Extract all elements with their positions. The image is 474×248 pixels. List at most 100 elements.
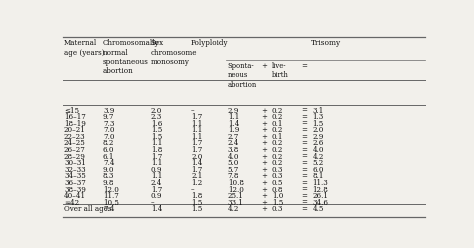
Text: 1.8: 1.8 bbox=[151, 146, 162, 154]
Text: 20–21: 20–21 bbox=[64, 126, 86, 134]
Text: =: = bbox=[301, 133, 307, 141]
Text: 0.2: 0.2 bbox=[272, 113, 283, 121]
Text: 1.7: 1.7 bbox=[191, 113, 202, 121]
Text: 0.3: 0.3 bbox=[272, 166, 283, 174]
Text: 7.0: 7.0 bbox=[103, 133, 114, 141]
Text: Over all ages: Over all ages bbox=[64, 205, 112, 213]
Text: 6.0: 6.0 bbox=[312, 166, 324, 174]
Text: =: = bbox=[301, 126, 307, 134]
Text: 8.3: 8.3 bbox=[103, 172, 114, 180]
Text: 0.3: 0.3 bbox=[272, 205, 283, 213]
Text: =: = bbox=[301, 139, 307, 147]
Text: Polyploidy: Polyploidy bbox=[191, 39, 228, 47]
Text: 22–23: 22–23 bbox=[64, 133, 86, 141]
Text: =: = bbox=[301, 107, 307, 115]
Text: +: + bbox=[261, 205, 267, 213]
Text: 2.1: 2.1 bbox=[191, 172, 202, 180]
Text: 1.3: 1.3 bbox=[312, 113, 324, 121]
Text: 12.0: 12.0 bbox=[103, 186, 119, 193]
Text: +: + bbox=[261, 62, 267, 70]
Text: 1.4: 1.4 bbox=[151, 205, 162, 213]
Text: 9.7: 9.7 bbox=[103, 113, 114, 121]
Text: =: = bbox=[301, 153, 307, 161]
Text: 1.5: 1.5 bbox=[151, 126, 162, 134]
Text: 10.8: 10.8 bbox=[228, 179, 244, 187]
Text: 7.4: 7.4 bbox=[103, 159, 114, 167]
Text: =: = bbox=[301, 205, 307, 213]
Text: 1.1: 1.1 bbox=[228, 113, 239, 121]
Text: 0.9: 0.9 bbox=[151, 166, 162, 174]
Text: 30–31: 30–31 bbox=[64, 159, 86, 167]
Text: 4.2: 4.2 bbox=[312, 153, 324, 161]
Text: +: + bbox=[261, 186, 267, 193]
Text: +: + bbox=[261, 159, 267, 167]
Text: +: + bbox=[261, 166, 267, 174]
Text: +: + bbox=[261, 199, 267, 207]
Text: 4.0: 4.0 bbox=[312, 146, 324, 154]
Text: 1.4: 1.4 bbox=[228, 120, 239, 128]
Text: 8.2: 8.2 bbox=[103, 139, 114, 147]
Text: 16–17: 16–17 bbox=[64, 113, 86, 121]
Text: +: + bbox=[261, 120, 267, 128]
Text: =: = bbox=[301, 186, 307, 193]
Text: 3.8: 3.8 bbox=[228, 146, 239, 154]
Text: 10.5: 10.5 bbox=[103, 199, 119, 207]
Text: 8.1: 8.1 bbox=[312, 172, 324, 180]
Text: –: – bbox=[151, 199, 155, 207]
Text: 1.5: 1.5 bbox=[191, 199, 202, 207]
Text: 26.1: 26.1 bbox=[312, 192, 328, 200]
Text: =: = bbox=[301, 172, 307, 180]
Text: 38–39: 38–39 bbox=[64, 186, 86, 193]
Text: live-
birth: live- birth bbox=[272, 62, 289, 79]
Text: 1.5: 1.5 bbox=[191, 205, 202, 213]
Text: 5.0: 5.0 bbox=[228, 159, 239, 167]
Text: 2.0: 2.0 bbox=[312, 126, 324, 134]
Text: ≂42: ≂42 bbox=[64, 199, 79, 207]
Text: 4.5: 4.5 bbox=[312, 205, 324, 213]
Text: 12.0: 12.0 bbox=[228, 186, 244, 193]
Text: 2.4: 2.4 bbox=[151, 179, 162, 187]
Text: +: + bbox=[261, 126, 267, 134]
Text: 0.8: 0.8 bbox=[272, 186, 283, 193]
Text: 6.0: 6.0 bbox=[103, 146, 114, 154]
Text: +: + bbox=[261, 139, 267, 147]
Text: =: = bbox=[301, 62, 307, 70]
Text: 1.7: 1.7 bbox=[191, 166, 202, 174]
Text: +: + bbox=[261, 113, 267, 121]
Text: 1.0: 1.0 bbox=[272, 192, 283, 200]
Text: 9.8: 9.8 bbox=[103, 179, 114, 187]
Text: 7.3: 7.3 bbox=[103, 120, 114, 128]
Text: 6.1: 6.1 bbox=[103, 153, 114, 161]
Text: 33.1: 33.1 bbox=[228, 199, 244, 207]
Text: 7.0: 7.0 bbox=[103, 126, 114, 134]
Text: Trisomy: Trisomy bbox=[310, 39, 341, 47]
Text: 2.0: 2.0 bbox=[151, 107, 162, 115]
Text: =: = bbox=[301, 159, 307, 167]
Text: 1.7: 1.7 bbox=[151, 153, 162, 161]
Text: 25.1: 25.1 bbox=[228, 192, 244, 200]
Text: Sponta-
neous
abortion: Sponta- neous abortion bbox=[228, 62, 257, 89]
Text: 0.2: 0.2 bbox=[272, 159, 283, 167]
Text: +: + bbox=[261, 192, 267, 200]
Text: 2.7: 2.7 bbox=[228, 133, 239, 141]
Text: =: = bbox=[301, 192, 307, 200]
Text: 40–41: 40–41 bbox=[64, 192, 86, 200]
Text: 2.6: 2.6 bbox=[312, 139, 324, 147]
Text: 18–19: 18–19 bbox=[64, 120, 86, 128]
Text: 1.1: 1.1 bbox=[191, 126, 202, 134]
Text: 2.0: 2.0 bbox=[191, 153, 202, 161]
Text: 3.9: 3.9 bbox=[103, 107, 114, 115]
Text: 1.1: 1.1 bbox=[151, 139, 162, 147]
Text: ≤15: ≤15 bbox=[64, 107, 79, 115]
Text: –: – bbox=[191, 107, 195, 115]
Text: 0.2: 0.2 bbox=[272, 139, 283, 147]
Text: 24–25: 24–25 bbox=[64, 139, 86, 147]
Text: 1.5: 1.5 bbox=[312, 120, 324, 128]
Text: 0.1: 0.1 bbox=[272, 120, 283, 128]
Text: 9.0: 9.0 bbox=[103, 166, 114, 174]
Text: 1.7: 1.7 bbox=[151, 186, 162, 193]
Text: 1.5: 1.5 bbox=[272, 199, 283, 207]
Text: 7.8: 7.8 bbox=[228, 172, 239, 180]
Text: 0.2: 0.2 bbox=[272, 126, 283, 134]
Text: 2.4: 2.4 bbox=[228, 139, 239, 147]
